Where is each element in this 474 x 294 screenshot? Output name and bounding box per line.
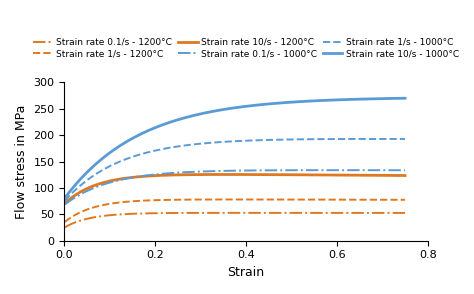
Legend: Strain rate 0.1/s - 1200°C, Strain rate 1/s - 1200°C, Strain rate 10/s - 1200°C,: Strain rate 0.1/s - 1200°C, Strain rate … bbox=[31, 36, 461, 61]
X-axis label: Strain: Strain bbox=[228, 266, 264, 279]
Y-axis label: Flow stress in MPa: Flow stress in MPa bbox=[15, 104, 28, 219]
